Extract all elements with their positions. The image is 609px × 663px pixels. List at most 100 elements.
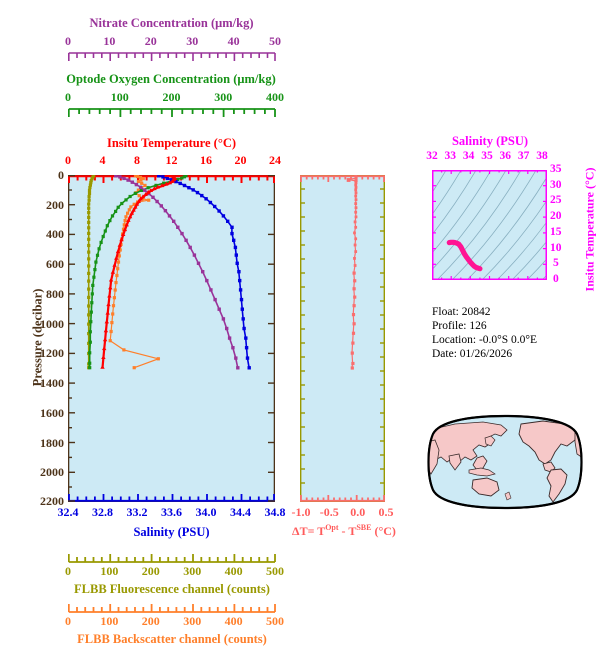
- pressure-tick-7: 1400: [40, 376, 64, 391]
- delta-t-plot[interactable]: [300, 175, 385, 502]
- salinity-axis-title: Salinity (PSU): [133, 525, 210, 539]
- fluorescence-axis-group: 0 100 200 300 400 500 FLBB Fluorescence …: [0, 552, 609, 598]
- deltat-tick-2: 0.0: [350, 505, 366, 519]
- pressure-right-ticks: [268, 175, 275, 502]
- delta-t-title-prefix: ΔT= T: [292, 524, 326, 538]
- ts-s-tick-3: 35: [481, 150, 493, 162]
- delta-t-title-sup2: SBE: [356, 523, 372, 532]
- metadata-block: Float: 20842 Profile: 126 Location: -0.0…: [432, 305, 607, 361]
- nitrate-tick-2: 20: [144, 34, 157, 48]
- delta-t-bottom-axis-ticks: [300, 495, 385, 502]
- ts-diagram-plot[interactable]: [432, 170, 547, 280]
- fluorescence-axis-title: FLBB Fluorescence channel (counts): [74, 582, 270, 596]
- delta-t-title-unit: (°C): [371, 524, 396, 538]
- pressure-tick-10: 2000: [40, 465, 64, 480]
- deltat-tick-1: -0.5: [319, 505, 339, 519]
- fluorescence-axis-line: [68, 554, 276, 563]
- backsc-tick-2: 200: [141, 614, 160, 628]
- series-temperature: [100, 175, 178, 369]
- main-profile-plot[interactable]: [68, 175, 275, 502]
- temp-tick-2: 8: [134, 153, 140, 167]
- backsc-tick-0: 0: [65, 614, 71, 628]
- fluor-tick-0: 0: [65, 564, 71, 578]
- pressure-tick-5: 1000: [40, 316, 64, 331]
- temperature-axis-title: Insitu Temperature (°C): [106, 136, 237, 150]
- oxygen-tick-1: 100: [110, 90, 129, 104]
- series-oxygen: [88, 175, 188, 370]
- salinity-tick-0: 32.4: [57, 505, 79, 519]
- salinity-tick-5: 34.4: [230, 505, 251, 519]
- pressure-tick-11: 2200: [40, 494, 64, 508]
- world-map[interactable]: [425, 412, 585, 512]
- ts-s-tick-4: 36: [499, 150, 512, 162]
- backsc-tick-1: 100: [100, 614, 119, 628]
- ts-s-tick-5: 37: [517, 150, 530, 162]
- temperature-axis-group: Insitu Temperature (°C) 0 4 8 12 16 20 2…: [0, 136, 609, 176]
- pressure-axis-title: Pressure (decibar): [30, 288, 45, 387]
- oxygen-tick-2: 200: [162, 90, 181, 104]
- metadata-float: Float: 20842: [432, 306, 491, 318]
- oxygen-axis-group: Optode Oxygen Concentration (μm/kg) 0 10…: [0, 72, 609, 122]
- temp-tick-1: 4: [99, 153, 106, 167]
- pressure-tick-1: 200: [46, 197, 64, 212]
- ts-t-tick-25: 25: [550, 194, 562, 207]
- delta-t-title-minus: - T: [338, 524, 357, 538]
- map-outline: [427, 414, 583, 510]
- backsc-tick-5: 500: [266, 614, 284, 628]
- fluor-tick-3: 300: [183, 564, 202, 578]
- plot-frame: [68, 175, 275, 502]
- pressure-tick-2: 400: [46, 227, 64, 242]
- pressure-left-ticks: [68, 175, 75, 502]
- nitrate-axis-group: Nitrate Concentration (μm/kg) 0 10 20 30…: [0, 16, 609, 66]
- pressure-tick-4: 800: [46, 286, 64, 301]
- metadata-date: Date: 01/26/2026: [432, 348, 513, 360]
- delta-t-ticklabels: -1.0 -0.5 0.0 0.5: [286, 505, 400, 521]
- ts-t-tick-10: 10: [550, 241, 562, 254]
- temp-tick-0: 0: [65, 153, 71, 167]
- ts-salinity-title: Salinity (PSU): [451, 134, 529, 148]
- salinity-tick-6: 34.8: [264, 505, 286, 519]
- ts-t-tick-15: 15: [550, 225, 562, 238]
- nitrate-axis-ticklabels: 0 10 20 30 40 50: [58, 34, 285, 50]
- ts-axis-ticks: [432, 170, 547, 280]
- ts-s-tick-2: 34: [462, 150, 475, 162]
- main-profile-svg: [68, 175, 275, 502]
- pressure-axis-ticklabels: 0 200 400 600 800 1000 1200 1400 1600 18…: [20, 168, 64, 513]
- temp-tick-5: 20: [234, 153, 247, 167]
- ts-t-tick-30: 30: [550, 178, 562, 191]
- salinity-tick-2: 33.2: [126, 505, 148, 519]
- isopycnal-lines: [433, 171, 546, 279]
- fluor-tick-2: 200: [141, 564, 160, 578]
- fluor-tick-5: 500: [266, 564, 284, 578]
- delta-t-top-axis-ticks: [300, 175, 385, 182]
- temp-tick-6: 24: [269, 153, 281, 167]
- series-backscatter: [108, 175, 161, 370]
- ts-t-tick-20: 20: [550, 210, 562, 223]
- ts-temperature-title: Insitu Temperature (°C): [582, 167, 597, 292]
- series-salinity: [157, 175, 251, 370]
- temp-tick-3: 12: [165, 153, 178, 167]
- deltat-tick-0: -1.0: [291, 505, 311, 519]
- world-map-svg: [427, 414, 583, 510]
- salinity-bottom-axis-ticks: [68, 494, 275, 502]
- temp-tick-4: 16: [200, 153, 212, 167]
- metadata-location: Location: -0.0°S 0.0°E: [432, 334, 538, 346]
- backsc-tick-3: 300: [183, 614, 202, 628]
- oxygen-axis-ticklabels: 0 100 200 300 400: [56, 90, 286, 106]
- ts-t-tick-35: 35: [550, 163, 562, 175]
- nitrate-tick-0: 0: [65, 34, 71, 48]
- oxygen-tick-4: 400: [266, 90, 284, 104]
- delta-t-axis-title: ΔT= TOpt - TSBE (°C): [285, 523, 403, 539]
- series-delta-t: [346, 175, 358, 370]
- series-ts-trace: [446, 239, 483, 272]
- ts-salinity-ticklabels: 32 33 34 35 36 37 38: [424, 150, 556, 166]
- backscatter-axis-line: [68, 604, 276, 613]
- salinity-tick-1: 32.8: [92, 505, 113, 519]
- deltat-tick-3: 0.5: [378, 505, 394, 519]
- nitrate-tick-3: 30: [186, 34, 199, 48]
- fluorescence-axis-ticklabels: 0 100 200 300 400 500: [56, 564, 288, 580]
- oxygen-tick-0: 0: [65, 90, 71, 104]
- delta-t-side-ticks: [300, 188, 385, 484]
- ts-diagram-svg: [432, 170, 547, 280]
- fluor-tick-4: 400: [224, 564, 243, 578]
